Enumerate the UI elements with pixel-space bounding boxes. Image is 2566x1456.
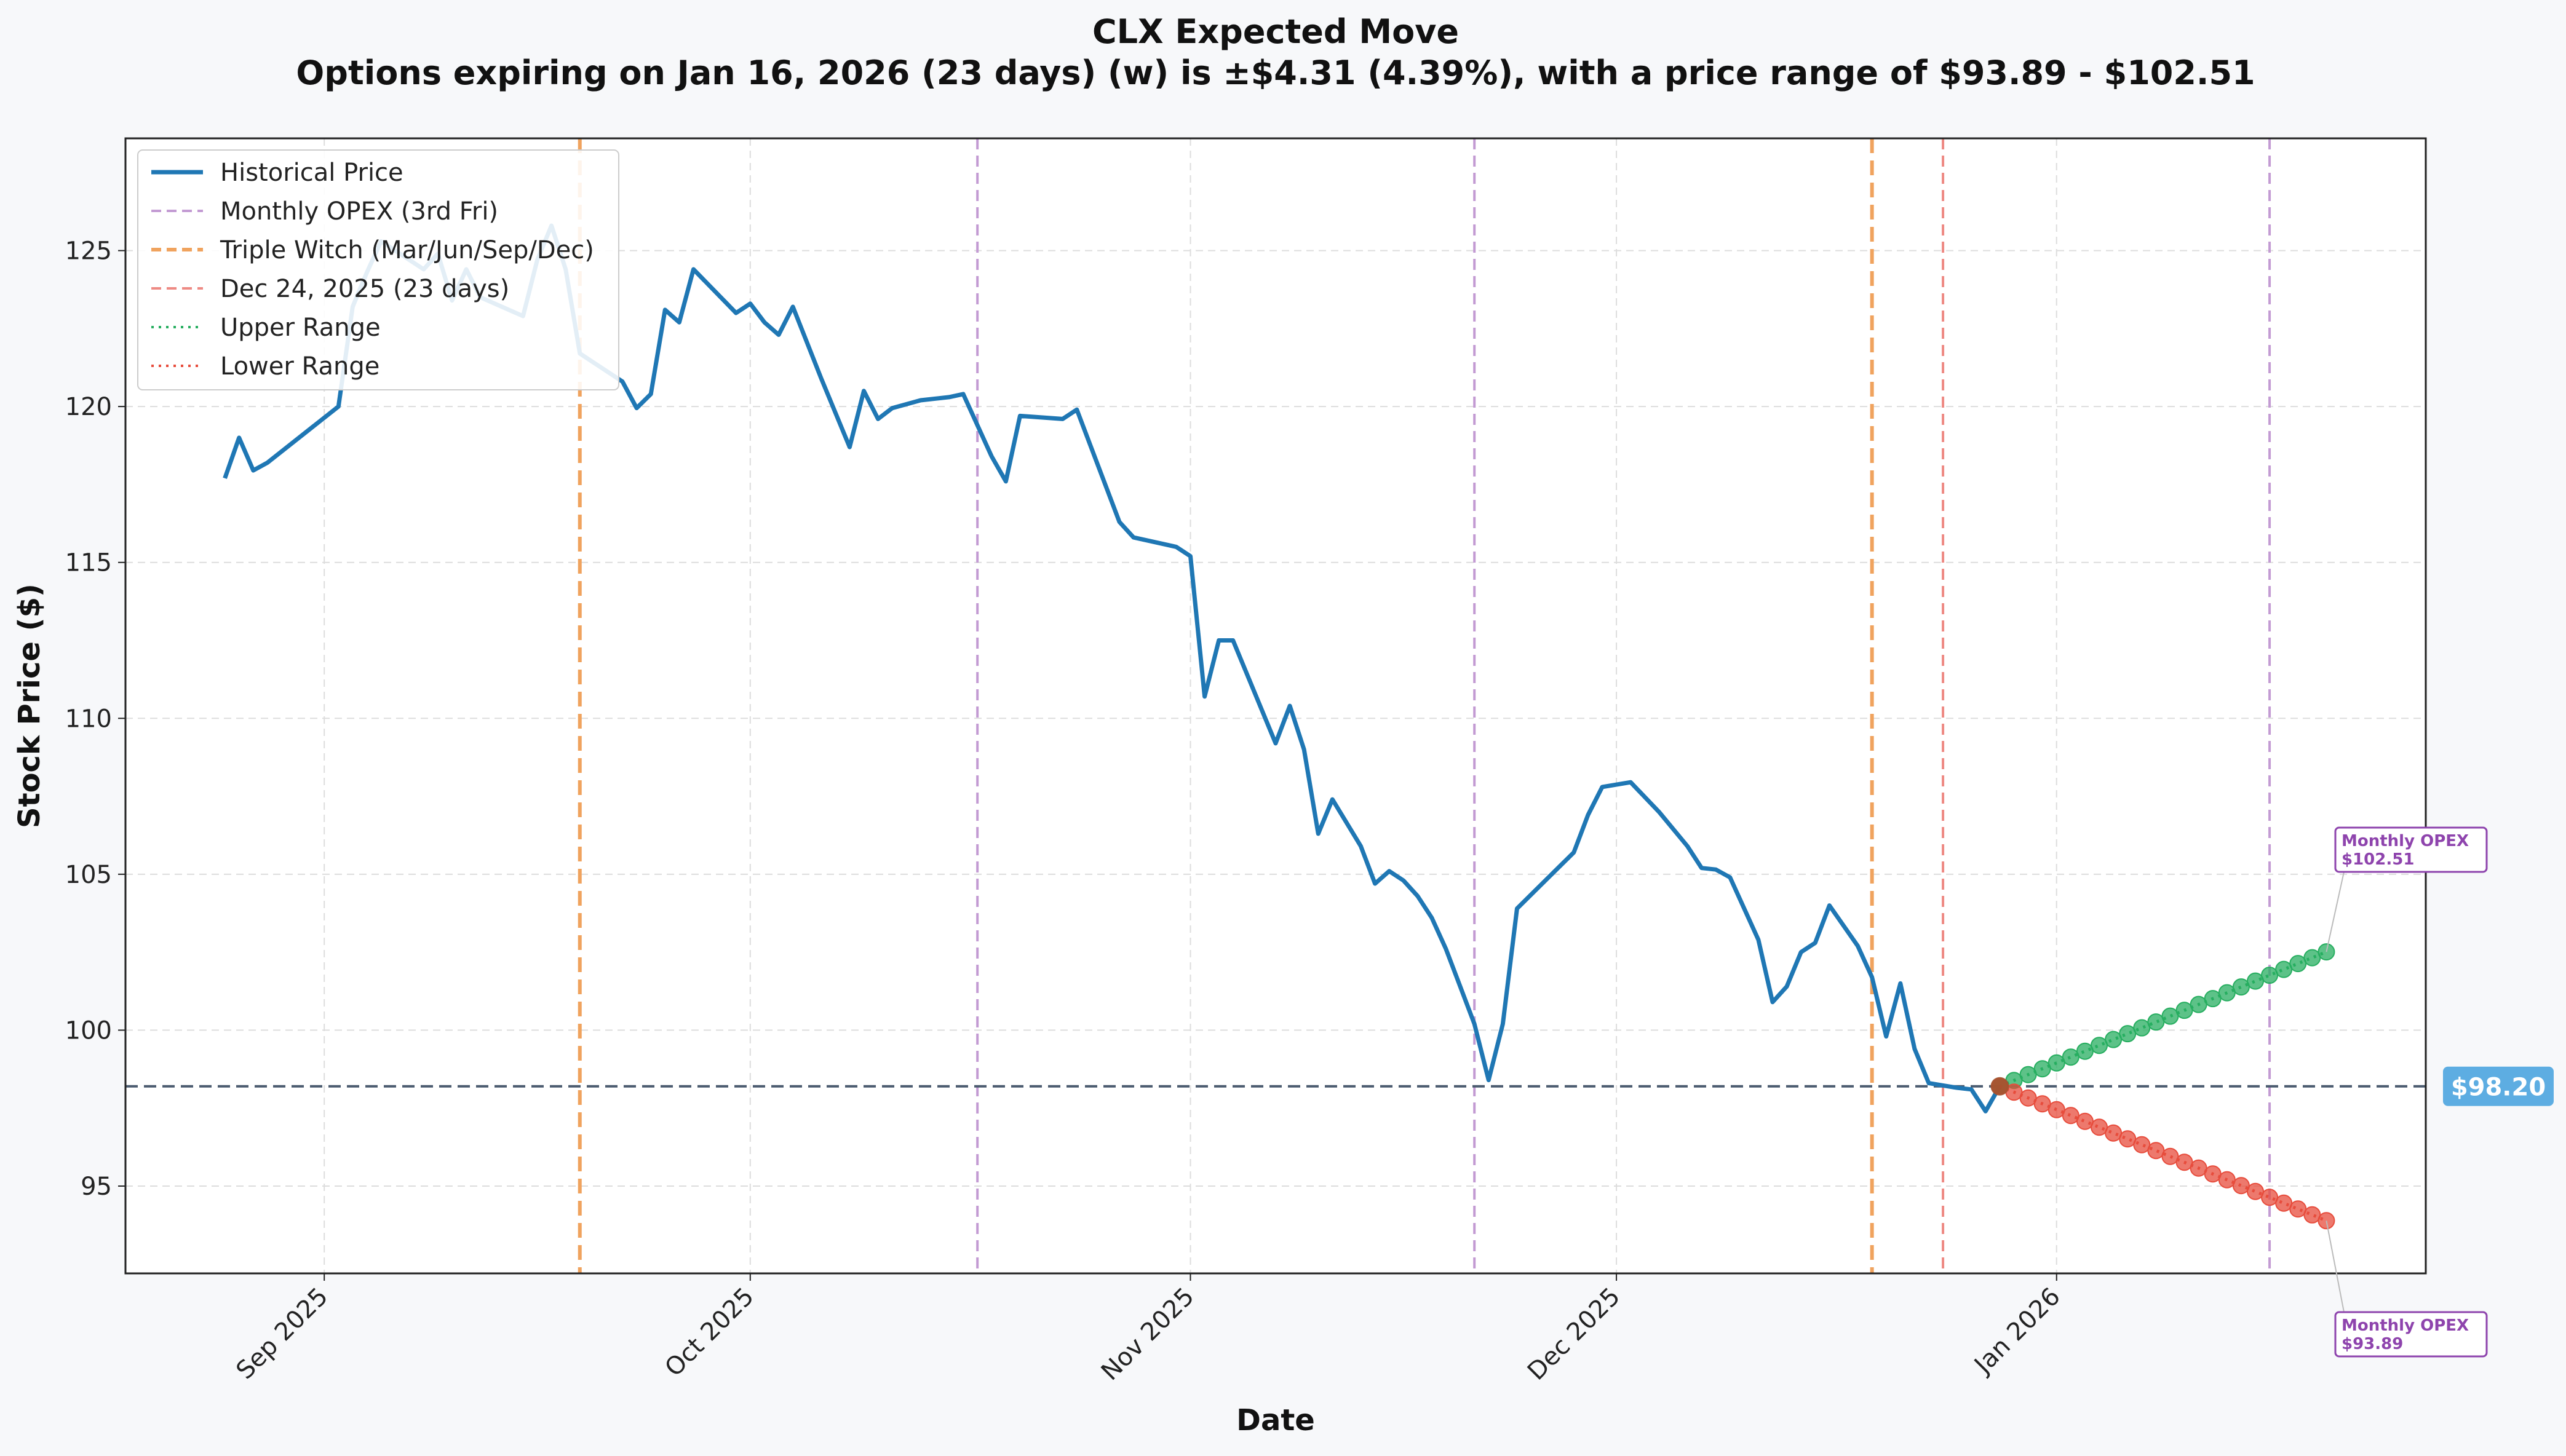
y-tick-label: 100 [65,1016,112,1045]
legend-label: Triple Witch (Mar/Jun/Sep/Dec) [220,236,594,264]
range-series [1990,943,2335,1230]
plot-frame [124,137,2427,1275]
x-tick-label: Oct 2025 [659,1283,759,1382]
annotation-leader [2326,871,2345,952]
grid-lines [125,138,2426,1273]
y-tick-label: 120 [65,393,112,421]
legend-label: Historical Price [220,159,403,187]
legend-label: Upper Range [220,314,381,342]
x-tick-label: Dec 2025 [1522,1283,1626,1386]
x-axis-label: Date [1236,1403,1315,1438]
annotation-title: Monthly OPEX [2342,832,2469,850]
x-tick-label: Sep 2025 [231,1283,333,1385]
annotation-leader [2326,1221,2345,1313]
y-tick-label: 110 [65,705,112,733]
annotation-value: $102.51 [2342,850,2414,869]
legend: Historical Price Monthly OPEX (3rd Fri) Tr… [137,149,619,390]
y-tick-label: 115 [65,549,112,577]
y-axis-label: Stock Price ($) [12,584,47,828]
legend-label: Dec 24, 2025 (23 days) [220,275,509,303]
y-tick-label: 125 [65,237,112,266]
y-tick-label: 95 [81,1173,112,1201]
y-tick-label: 105 [65,861,112,889]
x-tick-label: Jan 2026 [1968,1283,2066,1380]
price-badge-bg [2443,1066,2554,1106]
current-price-badge: $98.20 [2443,1066,2554,1106]
x-tick-label: Nov 2025 [1096,1283,1200,1387]
annotation-box [2334,826,2488,873]
annotation-value: $93.89 [2342,1335,2403,1353]
y-axis-ticks: 95 100 105 110 115 120 125 [65,237,125,1201]
range-start-point [1990,1077,2009,1096]
chart-title: CLX Expected Move [1092,12,1459,51]
legend-label: Lower Range [220,352,379,381]
annotation-title: Monthly OPEX [2342,1316,2469,1335]
annotation-box [2334,1311,2488,1358]
legend-box [137,149,619,390]
price-badge-text: $98.20 [2451,1074,2546,1102]
x-axis-ticks: Sep 2025 Oct 2025 Nov 2025 Dec 2025 Jan 2026 [231,1273,2066,1387]
legend-label: Monthly OPEX (3rd Fri) [220,197,498,226]
chart-subtitle: Options expiring on Jan 16, 2026 (23 day… [296,53,2255,92]
